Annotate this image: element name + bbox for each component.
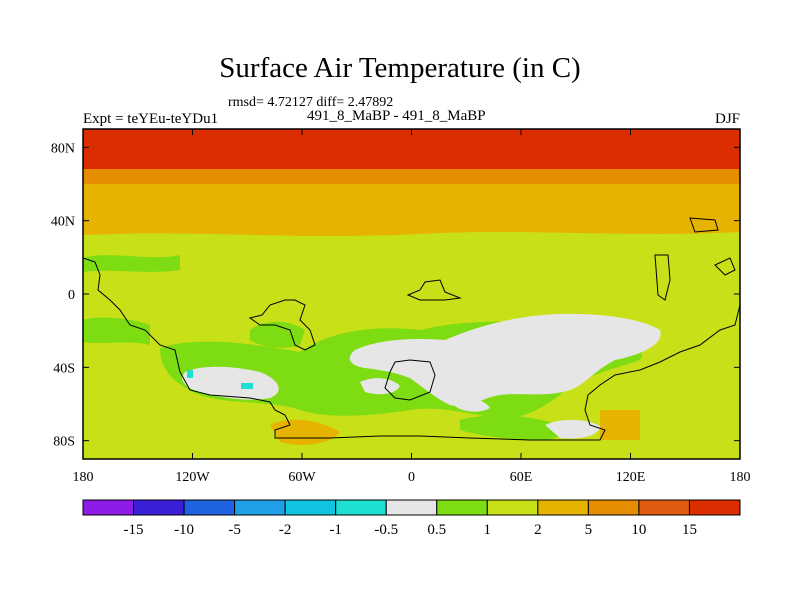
lon-label: 120W xyxy=(175,470,210,485)
colorbar-swatch xyxy=(537,499,589,516)
field-grey-small-2 xyxy=(455,398,490,412)
lat-label: 0 xyxy=(68,288,75,303)
continent-outline-4 xyxy=(384,359,436,401)
colorbar-swatch xyxy=(436,499,488,516)
field-green-patch-2 xyxy=(460,415,564,440)
colorbar-label: -0.5 xyxy=(374,522,398,538)
colorbar-label: -5 xyxy=(228,522,241,538)
lat-label: 80S xyxy=(53,435,75,450)
latitude-labels: 80N 40N 0 40S 80S xyxy=(51,141,75,449)
colorbar-label: -1 xyxy=(329,522,342,538)
field-gold-south-2 xyxy=(600,410,640,440)
longitude-labels: 180 120W 60W 0 60E 120E 180 xyxy=(73,470,751,485)
colorbar-swatch xyxy=(638,499,690,516)
field-grey-main xyxy=(349,313,661,407)
map-plot-area xyxy=(83,129,740,459)
field-grey-small xyxy=(360,378,400,395)
field-band-red xyxy=(83,129,740,169)
lon-label: 180 xyxy=(730,470,751,485)
experiment-label: Expt = teYEu-teYDu1 xyxy=(83,111,219,127)
colorbar-label: -2 xyxy=(279,522,292,538)
colorbar-label: 2 xyxy=(534,522,542,538)
continent-outline-2 xyxy=(248,299,316,351)
field-cyan-spot xyxy=(187,370,193,378)
stats-text: rmsd= 4.72127 diff= 2.47892 xyxy=(228,95,394,110)
colorbar-swatch xyxy=(486,499,539,516)
lon-label: 60W xyxy=(288,470,316,485)
colorbar-label: -10 xyxy=(174,522,194,538)
field-grey-south xyxy=(545,419,600,439)
colorbar-label: 15 xyxy=(682,522,697,538)
colorbar-swatch xyxy=(133,499,185,516)
period-label: 491_8_MaBP - 491_8_MaBP xyxy=(307,108,486,124)
lat-label: 40S xyxy=(53,361,75,376)
field-grey-west xyxy=(182,366,279,400)
lat-label: 80N xyxy=(51,141,75,156)
colorbar-swatch xyxy=(284,499,337,516)
colorbar-swatch xyxy=(82,499,135,516)
colorbar-label: 10 xyxy=(631,522,646,538)
continent-outline-7 xyxy=(714,257,736,276)
map-title: Surface Air Temperature (in C) xyxy=(219,52,581,84)
colorbar-label: 0.5 xyxy=(427,522,446,538)
field-green-west xyxy=(83,317,150,345)
lon-label: 120E xyxy=(616,470,646,485)
field-green-patch-3 xyxy=(83,255,180,272)
continent-outline-3 xyxy=(406,279,462,301)
colorbar-swatch xyxy=(183,499,236,516)
colorbar-label: 1 xyxy=(484,522,492,538)
colorbar-swatch xyxy=(335,499,387,516)
continent-outline-6 xyxy=(689,217,719,233)
colorbar-label: -15 xyxy=(124,522,144,538)
colorbar-swatch xyxy=(385,499,438,516)
axis-ticks xyxy=(82,129,741,459)
colorbar-label: 5 xyxy=(585,522,593,538)
field-green-patch xyxy=(250,321,305,348)
season-label: DJF xyxy=(714,111,740,127)
colorbar xyxy=(82,499,741,516)
lat-label: 40N xyxy=(51,215,75,230)
field-band-gold-2 xyxy=(83,203,740,236)
lon-label: 0 xyxy=(408,470,415,485)
colorbar-swatch xyxy=(587,499,640,516)
field-cyan-spot-2 xyxy=(241,383,253,389)
lon-label: 60E xyxy=(510,470,533,485)
colorbar-swatch xyxy=(234,499,286,516)
colorbar-swatch xyxy=(688,499,741,516)
continent-outline-5 xyxy=(654,254,671,301)
lon-label: 180 xyxy=(73,470,94,485)
continent-outline xyxy=(83,257,740,441)
colorbar-labels: -15 -10 -5 -2 -1 -0.5 0.5 1 2 5 10 15 xyxy=(124,522,697,538)
